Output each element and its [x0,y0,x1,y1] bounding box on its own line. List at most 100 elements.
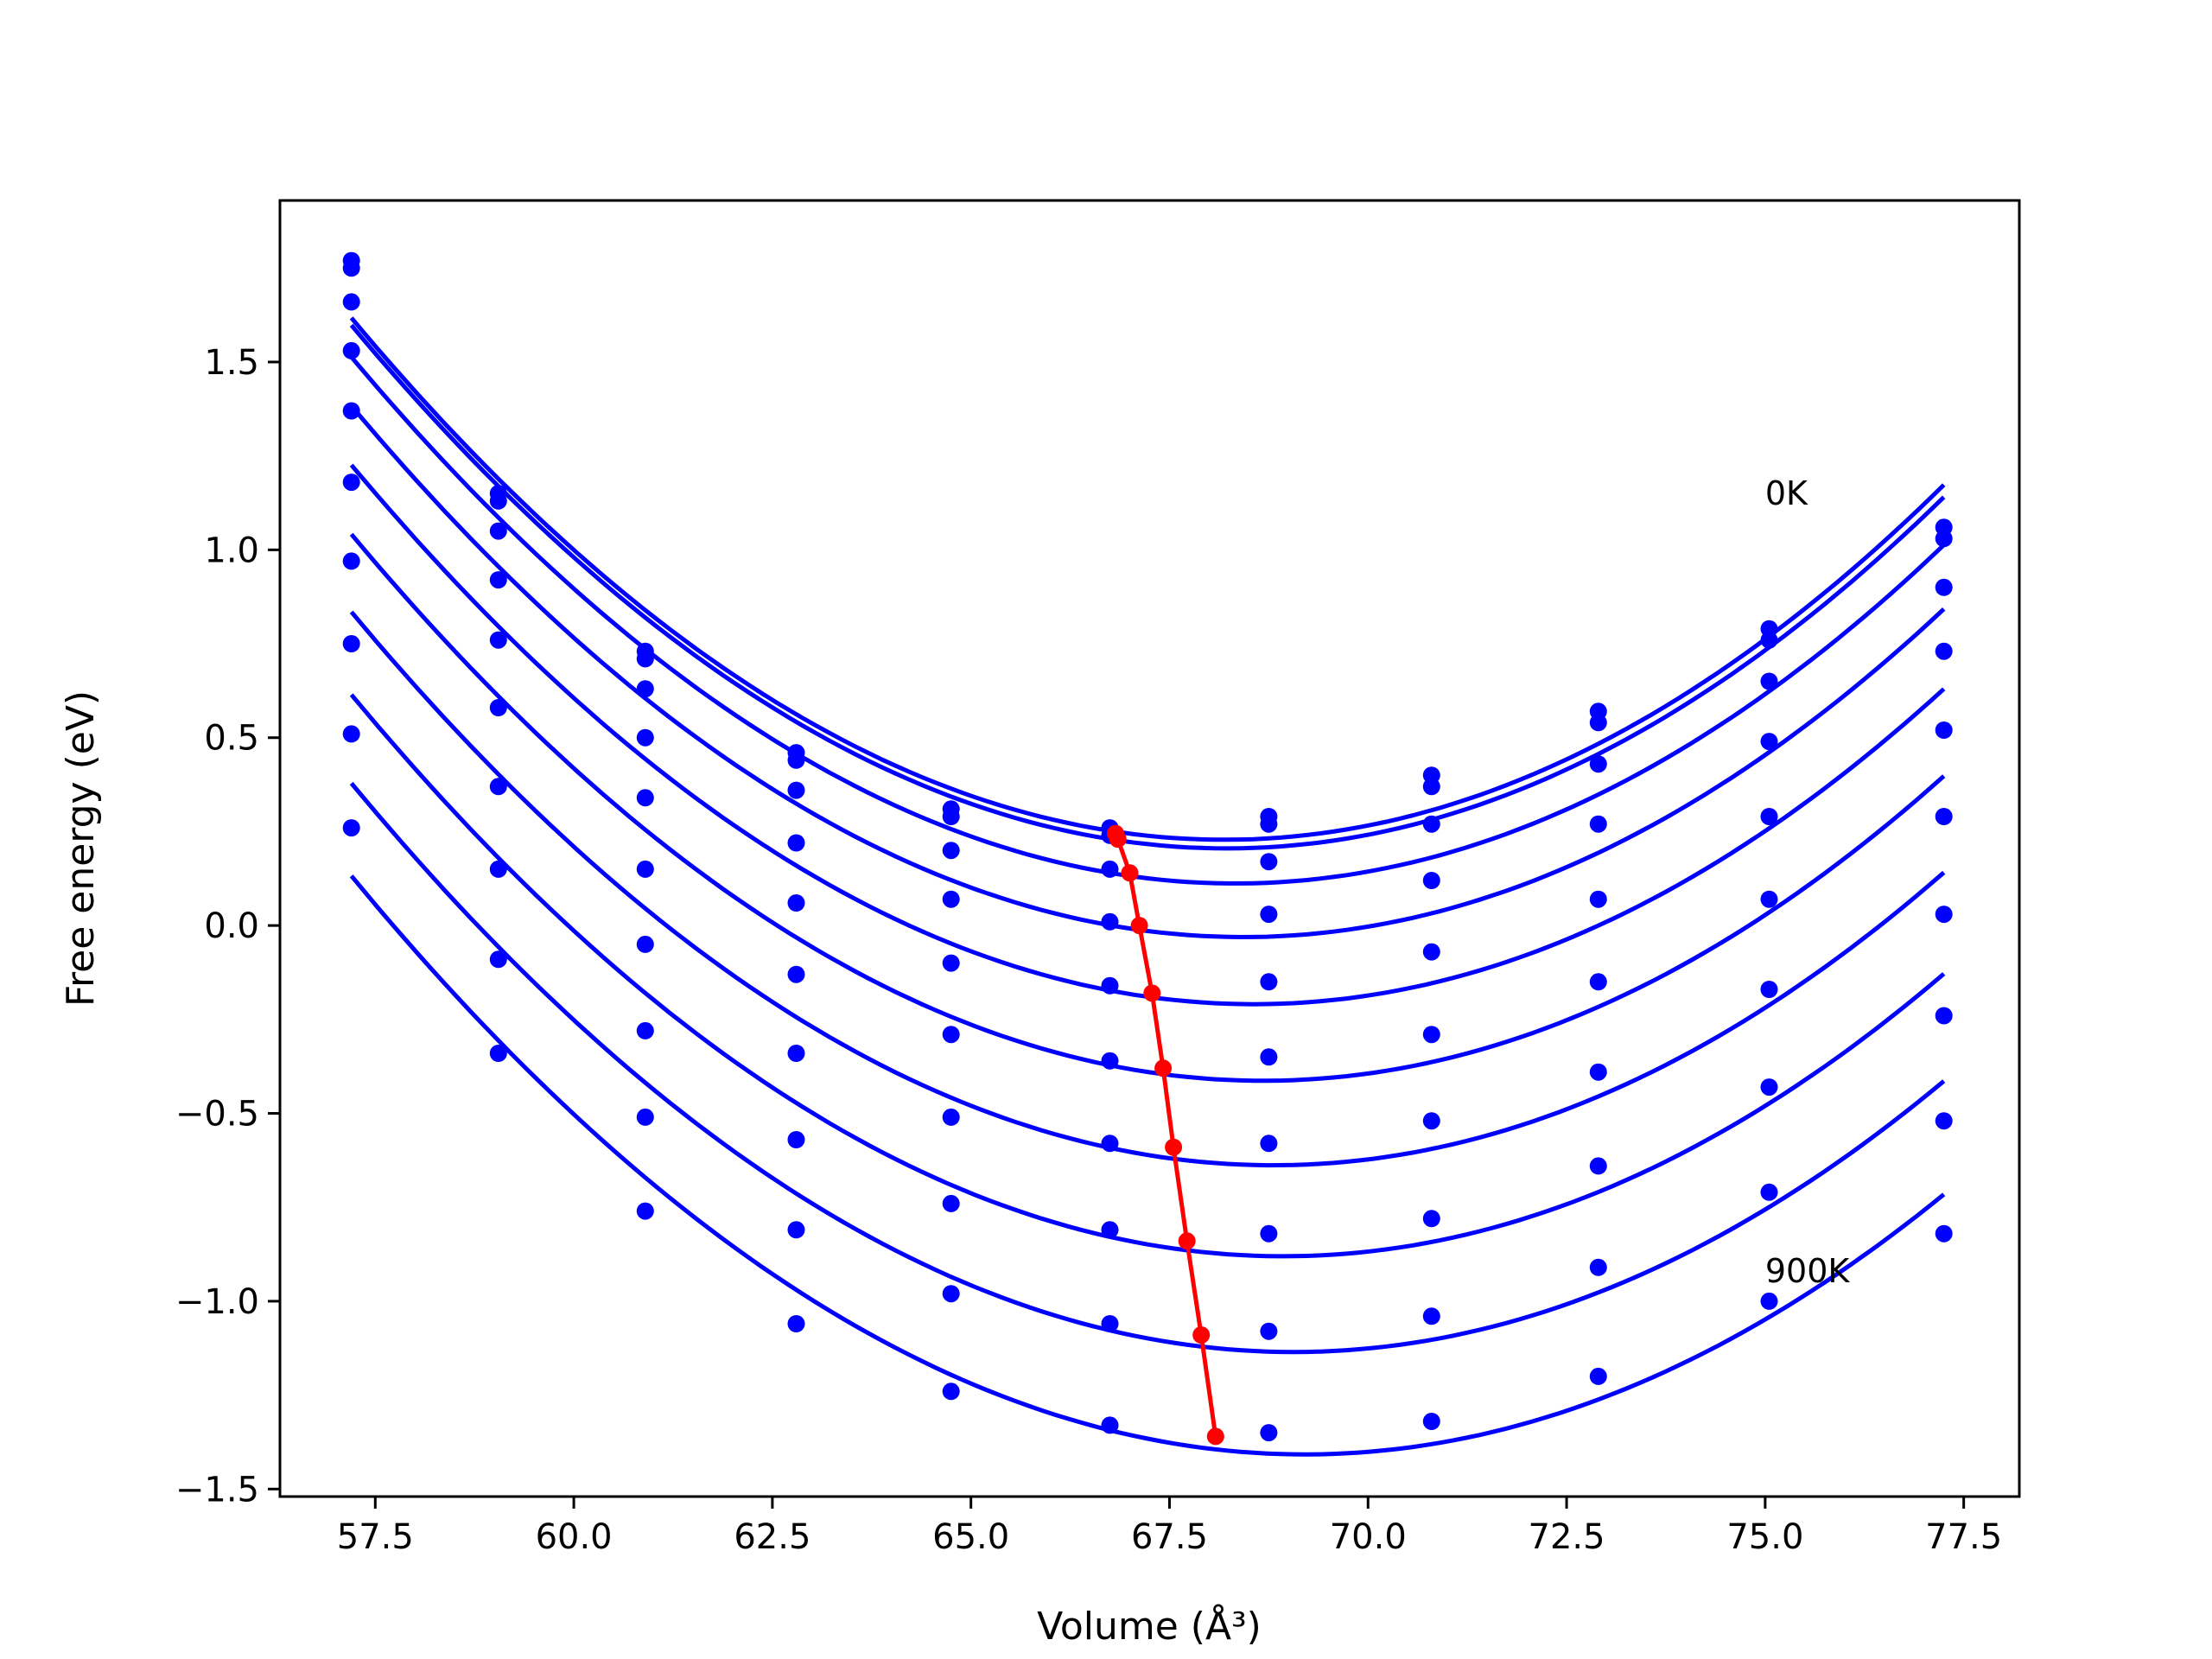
data-point [1760,733,1778,751]
data-point [1260,1424,1278,1442]
data-point [1101,1052,1119,1070]
data-point [1422,815,1440,833]
data-point [1760,808,1778,825]
data-point [342,341,360,359]
data-point [942,1194,960,1212]
data-point [1260,973,1278,991]
data-point [636,1108,654,1126]
temperature-annotation: 0K [1765,474,1808,512]
data-point [636,680,654,698]
plot-frame [278,199,2021,1498]
data-point [1260,1048,1278,1066]
data-point [1935,808,1953,825]
data-point [489,492,507,510]
series-line [349,781,1946,1355]
x-tick-label: 72.5 [1529,1517,1605,1557]
y-axis-label: Free energy (eV) [59,690,103,1007]
data-point [1589,815,1607,833]
series-line [349,532,1946,1084]
x-axis-label: Volume (Å³) [1037,1603,1262,1649]
series-line [349,323,1946,851]
data-point [1260,1224,1278,1243]
data-point [1422,778,1440,796]
minimum-point [1154,1059,1173,1077]
data-point [1589,1258,1607,1276]
data-point [1422,1026,1440,1044]
data-point [1760,1292,1778,1310]
data-point [1760,631,1778,649]
data-point [1589,890,1607,908]
data-point [342,552,360,570]
y-tick-label: 0.0 [204,906,259,946]
data-point [342,635,360,652]
data-point [489,699,507,716]
data-point [1260,853,1278,871]
minimum-point [1130,917,1148,935]
data-point [1101,1416,1119,1434]
y-tick-label: 1.0 [204,531,259,570]
x-tick-label: 70.0 [1330,1517,1407,1557]
data-point [1589,714,1607,732]
data-point [787,781,805,799]
series-line [349,610,1946,1168]
data-point [942,1382,960,1401]
data-point [636,1021,654,1039]
minimum-point [1143,984,1161,1002]
series-line [349,355,1946,886]
data-point [342,402,360,420]
data-point [1589,1367,1607,1385]
annotations: 0K 900K [1765,474,1851,1290]
minimum-point [1178,1232,1196,1250]
temperature-annotation: 900K [1765,1252,1851,1290]
x-tick-label: 67.5 [1131,1517,1208,1557]
data-point [1935,1224,1953,1243]
data-point [636,860,654,878]
series-line [349,316,1946,842]
data-point [1422,943,1440,961]
data-point [942,1285,960,1303]
x-tick-label: 77.5 [1925,1517,2002,1557]
y-tick-label: −0.5 [175,1095,259,1135]
x-tick-label: 57.5 [337,1517,414,1557]
data-point [636,935,654,953]
data-point [942,842,960,860]
data-point [1935,906,1953,924]
data-point [1422,1413,1440,1430]
minima-path [1107,824,1224,1446]
data-point [787,1131,805,1148]
data-point [942,808,960,825]
data-point [1935,1112,1953,1130]
data-point [1760,1078,1778,1096]
data-point [1589,1157,1607,1175]
data-point [636,1202,654,1220]
data-point [1422,872,1440,889]
data-point [1589,973,1607,991]
y-tick-label: −1.5 [175,1470,259,1510]
minimum-point [1121,864,1139,882]
data-point [1935,530,1953,548]
data-point [787,894,805,912]
series-curves [349,316,1946,1457]
data-point [1101,1135,1119,1153]
data-point [1260,1322,1278,1340]
data-point [1101,912,1119,931]
x-tick-label: 65.0 [932,1517,1009,1557]
data-point [1935,1007,1953,1025]
y-tick-label: 0.5 [204,719,259,759]
data-point [489,1045,507,1062]
data-point [942,890,960,908]
x-tick-label: 60.0 [536,1517,613,1557]
x-tick-label: 75.0 [1726,1517,1803,1557]
data-point [1589,755,1607,773]
data-point [1760,672,1778,690]
minimum-point [1165,1138,1183,1156]
data-point [489,571,507,589]
data-point [489,778,507,796]
x-axis-ticks: 57.5 60.0 62.5 65.0 67.5 70.0 72.5 75.0 77.5 [337,1497,2002,1557]
data-point [342,725,360,743]
data-point [1422,1210,1440,1228]
data-point [342,474,360,492]
data-point [787,1315,805,1332]
data-point [489,950,507,969]
data-point [1260,815,1278,833]
